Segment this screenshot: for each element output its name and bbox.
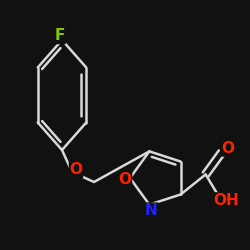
Text: O: O (221, 141, 234, 156)
Text: O: O (70, 162, 82, 178)
Text: F: F (55, 28, 65, 44)
Text: OH: OH (213, 193, 238, 208)
Text: O: O (118, 172, 132, 188)
Text: N: N (145, 203, 158, 218)
